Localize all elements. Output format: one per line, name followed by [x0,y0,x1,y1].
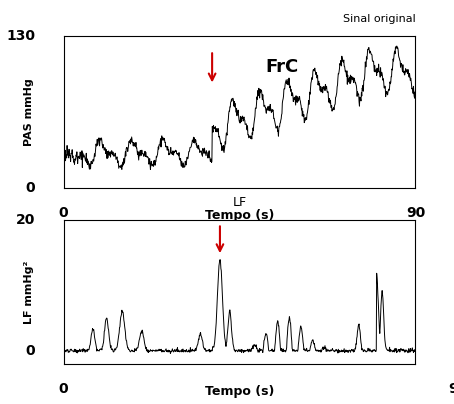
Text: LF: LF [232,196,247,209]
Text: 0: 0 [59,382,69,396]
X-axis label: Tempo (s): Tempo (s) [205,209,274,222]
X-axis label: Tempo (s): Tempo (s) [205,385,274,398]
Text: 0: 0 [26,181,35,195]
Text: 130: 130 [6,29,35,43]
Text: Sinal original: Sinal original [343,14,415,24]
Y-axis label: LF mmHg²: LF mmHg² [24,260,34,324]
Text: 90: 90 [406,206,425,220]
Text: 90: 90 [448,382,454,396]
Text: 20: 20 [16,213,35,227]
Text: FrC: FrC [265,58,298,76]
Text: 0: 0 [59,206,69,220]
Text: 0: 0 [26,343,35,358]
Y-axis label: PAS mmHg: PAS mmHg [24,78,34,146]
